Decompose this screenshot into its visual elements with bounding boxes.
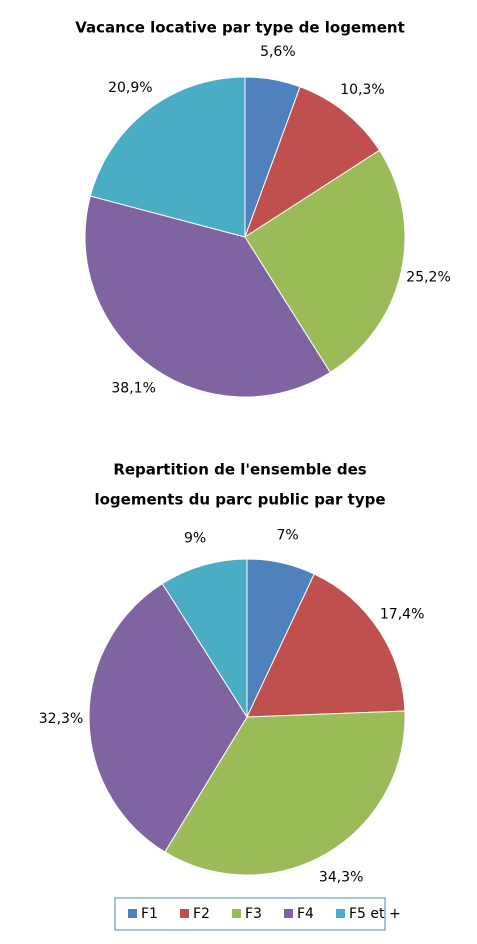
legend-swatch bbox=[128, 909, 137, 918]
data-label: 9% bbox=[184, 530, 206, 546]
legend-label: F5 et + bbox=[349, 906, 401, 922]
data-label: 32,3% bbox=[39, 711, 83, 727]
legend-label: F1 bbox=[141, 906, 158, 922]
legend: F1 F2 F3 F4 F5 et + bbox=[114, 897, 401, 931]
data-label: 5,6% bbox=[260, 44, 296, 60]
data-label: 34,3% bbox=[319, 869, 363, 885]
data-label: 10,3% bbox=[340, 82, 384, 98]
data-label: 20,9% bbox=[108, 80, 152, 96]
pie-slice bbox=[88, 582, 248, 853]
data-label: 25,2% bbox=[406, 270, 450, 286]
pie-slice bbox=[246, 573, 406, 718]
legend-swatch bbox=[232, 909, 241, 918]
pie-slice bbox=[244, 86, 381, 239]
data-label: 7% bbox=[276, 527, 298, 543]
pie-slice bbox=[164, 710, 406, 876]
legend-label: F3 bbox=[245, 906, 262, 922]
pie-slice bbox=[84, 195, 331, 398]
legend-swatch bbox=[336, 909, 345, 918]
pie-slice bbox=[244, 149, 406, 374]
legend-label: F4 bbox=[297, 906, 314, 922]
data-label: 38,1% bbox=[111, 380, 155, 396]
chart-title: Repartition de l'ensemble des bbox=[113, 461, 366, 479]
pie-slice bbox=[161, 558, 248, 719]
legend-label: F2 bbox=[193, 906, 210, 922]
chart-title: logements du parc public par type bbox=[94, 491, 385, 509]
legend-swatch bbox=[180, 909, 189, 918]
data-label: 17,4% bbox=[380, 606, 424, 622]
chart-title: Vacance locative par type de logement bbox=[75, 19, 405, 37]
legend-swatch bbox=[284, 909, 293, 918]
pie-slice bbox=[89, 76, 246, 238]
